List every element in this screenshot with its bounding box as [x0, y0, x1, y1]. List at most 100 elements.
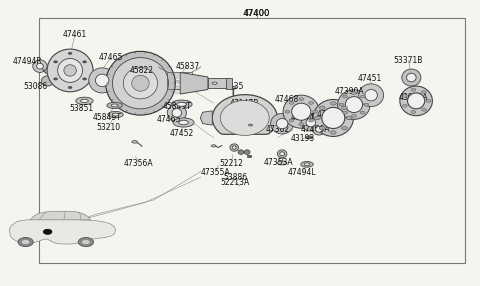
Bar [208, 78, 228, 88]
Ellipse shape [312, 124, 325, 135]
Circle shape [78, 237, 94, 247]
Circle shape [289, 102, 294, 104]
Polygon shape [9, 219, 116, 244]
Ellipse shape [402, 69, 421, 86]
Circle shape [43, 229, 52, 234]
Circle shape [343, 95, 348, 98]
Ellipse shape [292, 103, 311, 120]
Text: 47461: 47461 [63, 30, 87, 39]
Circle shape [313, 110, 318, 113]
Circle shape [285, 110, 290, 113]
Ellipse shape [337, 90, 370, 119]
Text: 47400: 47400 [243, 9, 270, 18]
Circle shape [82, 239, 90, 245]
Text: 45822: 45822 [130, 66, 154, 75]
Text: 47382: 47382 [265, 125, 289, 134]
Ellipse shape [277, 161, 287, 165]
Circle shape [364, 103, 369, 106]
Ellipse shape [249, 124, 252, 126]
Ellipse shape [407, 73, 416, 82]
Circle shape [299, 123, 304, 126]
Circle shape [289, 119, 294, 122]
Text: 45849T: 45849T [162, 102, 191, 111]
Text: 47390A: 47390A [334, 87, 364, 96]
Text: 47147B: 47147B [229, 99, 259, 108]
Ellipse shape [345, 97, 362, 113]
Ellipse shape [167, 104, 186, 121]
Ellipse shape [408, 93, 425, 109]
Circle shape [319, 106, 325, 110]
Text: 47494L: 47494L [288, 168, 316, 177]
Circle shape [319, 126, 325, 130]
Circle shape [68, 52, 72, 55]
Ellipse shape [33, 60, 47, 72]
Ellipse shape [41, 76, 54, 86]
Circle shape [346, 116, 352, 120]
Ellipse shape [47, 49, 93, 92]
Text: 47452: 47452 [169, 128, 194, 138]
Ellipse shape [276, 118, 288, 129]
Text: 52213A: 52213A [221, 178, 250, 187]
Circle shape [54, 78, 58, 80]
Ellipse shape [283, 95, 320, 128]
Circle shape [342, 126, 348, 130]
Ellipse shape [230, 144, 239, 151]
Circle shape [411, 111, 416, 114]
Circle shape [315, 116, 321, 120]
Polygon shape [180, 72, 208, 94]
Ellipse shape [58, 58, 83, 82]
Ellipse shape [106, 51, 175, 115]
Circle shape [351, 114, 356, 117]
Ellipse shape [132, 141, 138, 143]
Ellipse shape [232, 146, 236, 149]
Circle shape [351, 92, 356, 95]
Circle shape [68, 86, 72, 89]
Text: 47244: 47244 [291, 114, 315, 122]
Text: 47335: 47335 [220, 82, 244, 91]
Polygon shape [200, 111, 212, 125]
Circle shape [309, 102, 313, 104]
Bar [39, 18, 465, 263]
Text: 47465: 47465 [157, 115, 181, 124]
Circle shape [330, 131, 336, 134]
Polygon shape [212, 95, 277, 134]
Ellipse shape [306, 136, 313, 139]
Text: 52212: 52212 [219, 159, 243, 168]
Ellipse shape [316, 126, 323, 132]
Circle shape [21, 239, 30, 245]
Ellipse shape [210, 81, 219, 85]
Text: 43020A: 43020A [398, 93, 428, 102]
Text: 47468: 47468 [275, 95, 299, 104]
Ellipse shape [238, 150, 244, 154]
Ellipse shape [235, 111, 254, 125]
Ellipse shape [280, 152, 285, 156]
Ellipse shape [212, 82, 217, 84]
Text: 47356A: 47356A [124, 159, 153, 168]
Circle shape [299, 98, 304, 101]
Text: 47353A: 47353A [264, 158, 293, 167]
Ellipse shape [177, 102, 186, 106]
Text: 45849T: 45849T [93, 113, 121, 122]
Ellipse shape [64, 65, 76, 76]
Circle shape [421, 91, 426, 94]
Text: 47381: 47381 [316, 110, 341, 119]
Text: 53371B: 53371B [394, 56, 423, 65]
Text: 51310: 51310 [228, 112, 252, 120]
Ellipse shape [111, 104, 118, 107]
Circle shape [403, 104, 408, 107]
Text: 45837: 45837 [175, 62, 200, 71]
Ellipse shape [36, 63, 43, 69]
Ellipse shape [76, 97, 93, 105]
Circle shape [54, 61, 58, 63]
Ellipse shape [108, 112, 123, 118]
Ellipse shape [301, 162, 313, 167]
Circle shape [309, 119, 313, 122]
Text: 53210: 53210 [96, 123, 120, 132]
Ellipse shape [107, 102, 122, 109]
Circle shape [360, 111, 365, 114]
Ellipse shape [301, 114, 321, 131]
Ellipse shape [81, 99, 88, 103]
Ellipse shape [400, 86, 432, 116]
Ellipse shape [359, 84, 384, 107]
Text: 47400: 47400 [243, 9, 271, 18]
